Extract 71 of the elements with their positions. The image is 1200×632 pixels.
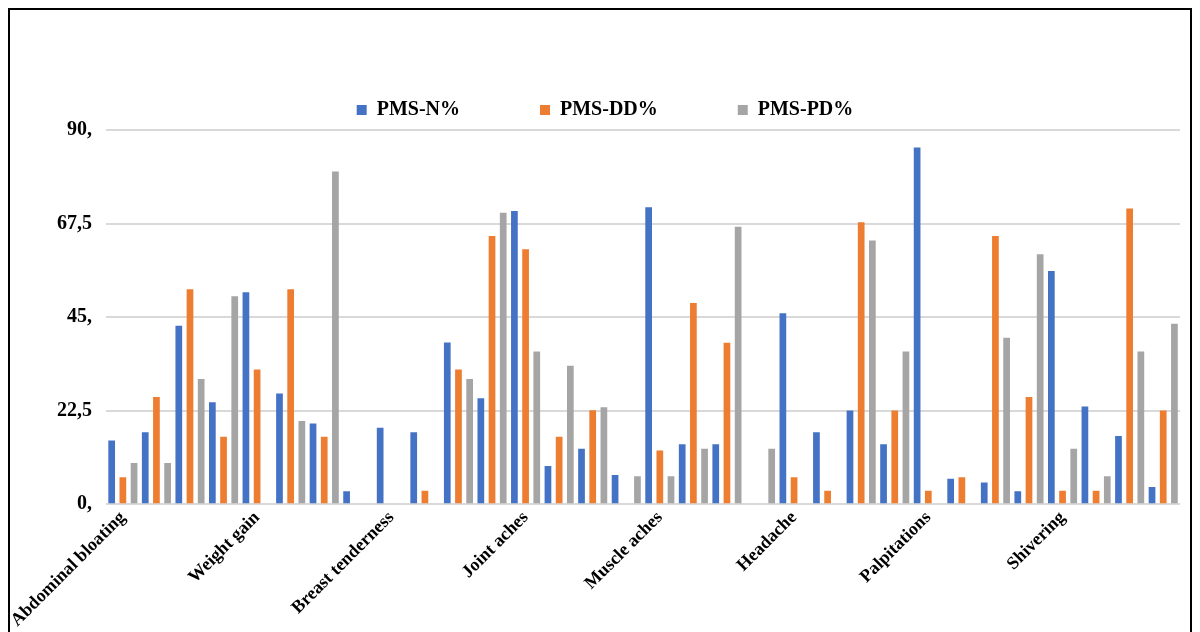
bar <box>667 476 675 504</box>
bar <box>712 444 720 504</box>
bar <box>634 476 641 504</box>
bar <box>1126 208 1134 504</box>
y-tick-label: 90, <box>67 117 93 140</box>
bar <box>589 410 597 504</box>
bar <box>1003 337 1010 504</box>
bar <box>466 379 474 504</box>
bar <box>656 450 664 504</box>
bar <box>768 448 776 504</box>
bar <box>924 490 932 504</box>
bar <box>947 478 955 504</box>
bar <box>410 432 418 504</box>
bar <box>891 410 899 504</box>
bar <box>1103 476 1111 504</box>
bar <box>701 448 708 504</box>
bar <box>1014 491 1022 504</box>
bar <box>869 240 876 504</box>
bar <box>1159 410 1167 504</box>
y-tick-label: 22,5 <box>57 397 93 420</box>
bar <box>980 482 988 504</box>
bar <box>231 296 239 504</box>
bar <box>813 432 820 504</box>
bar <box>566 365 574 504</box>
bar <box>578 448 585 504</box>
bar <box>455 369 462 504</box>
bar <box>880 444 887 504</box>
bar <box>1137 351 1145 504</box>
bar <box>857 222 865 504</box>
bar <box>499 212 507 504</box>
legend-label: PMS-DD% <box>560 97 658 120</box>
bar <box>108 440 116 504</box>
y-tick-label: 0, <box>77 491 93 514</box>
bar <box>220 436 227 504</box>
bar <box>209 402 216 504</box>
bar <box>690 302 697 504</box>
bar <box>1115 435 1122 504</box>
bar <box>992 236 999 504</box>
bar <box>153 396 160 504</box>
bar <box>164 463 171 504</box>
bar <box>332 171 339 504</box>
bar <box>443 342 451 504</box>
bar <box>343 491 350 504</box>
bar <box>645 207 652 504</box>
bar <box>287 289 295 504</box>
bar <box>511 211 518 504</box>
bar <box>376 427 384 504</box>
legend-label: PMS-PD% <box>757 97 854 120</box>
y-tick-label: 67,5 <box>57 210 93 233</box>
bar <box>298 421 306 504</box>
bar <box>555 436 563 504</box>
bar <box>197 379 205 504</box>
bar <box>533 351 541 504</box>
bar <box>1070 448 1078 504</box>
bar <box>320 436 328 504</box>
bar <box>1081 406 1089 504</box>
bar <box>1059 490 1066 504</box>
legend-label: PMS-N% <box>376 97 461 120</box>
bar <box>276 393 283 504</box>
bar <box>678 444 686 504</box>
bar <box>141 432 149 504</box>
bar <box>1048 270 1055 504</box>
bar <box>477 398 485 504</box>
bar <box>253 369 261 504</box>
bar <box>600 407 608 504</box>
bar <box>522 249 529 504</box>
bar <box>175 325 183 504</box>
bar <box>1171 323 1178 504</box>
y-tick-label: 45, <box>67 304 93 327</box>
bar <box>1036 254 1044 504</box>
bar <box>824 490 831 504</box>
